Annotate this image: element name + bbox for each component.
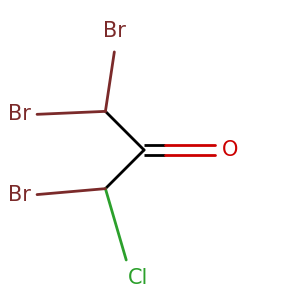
Text: Br: Br [8,184,31,205]
Text: Br: Br [103,21,126,41]
Text: Cl: Cl [128,268,148,288]
Text: Br: Br [8,104,31,124]
Text: O: O [222,140,238,160]
